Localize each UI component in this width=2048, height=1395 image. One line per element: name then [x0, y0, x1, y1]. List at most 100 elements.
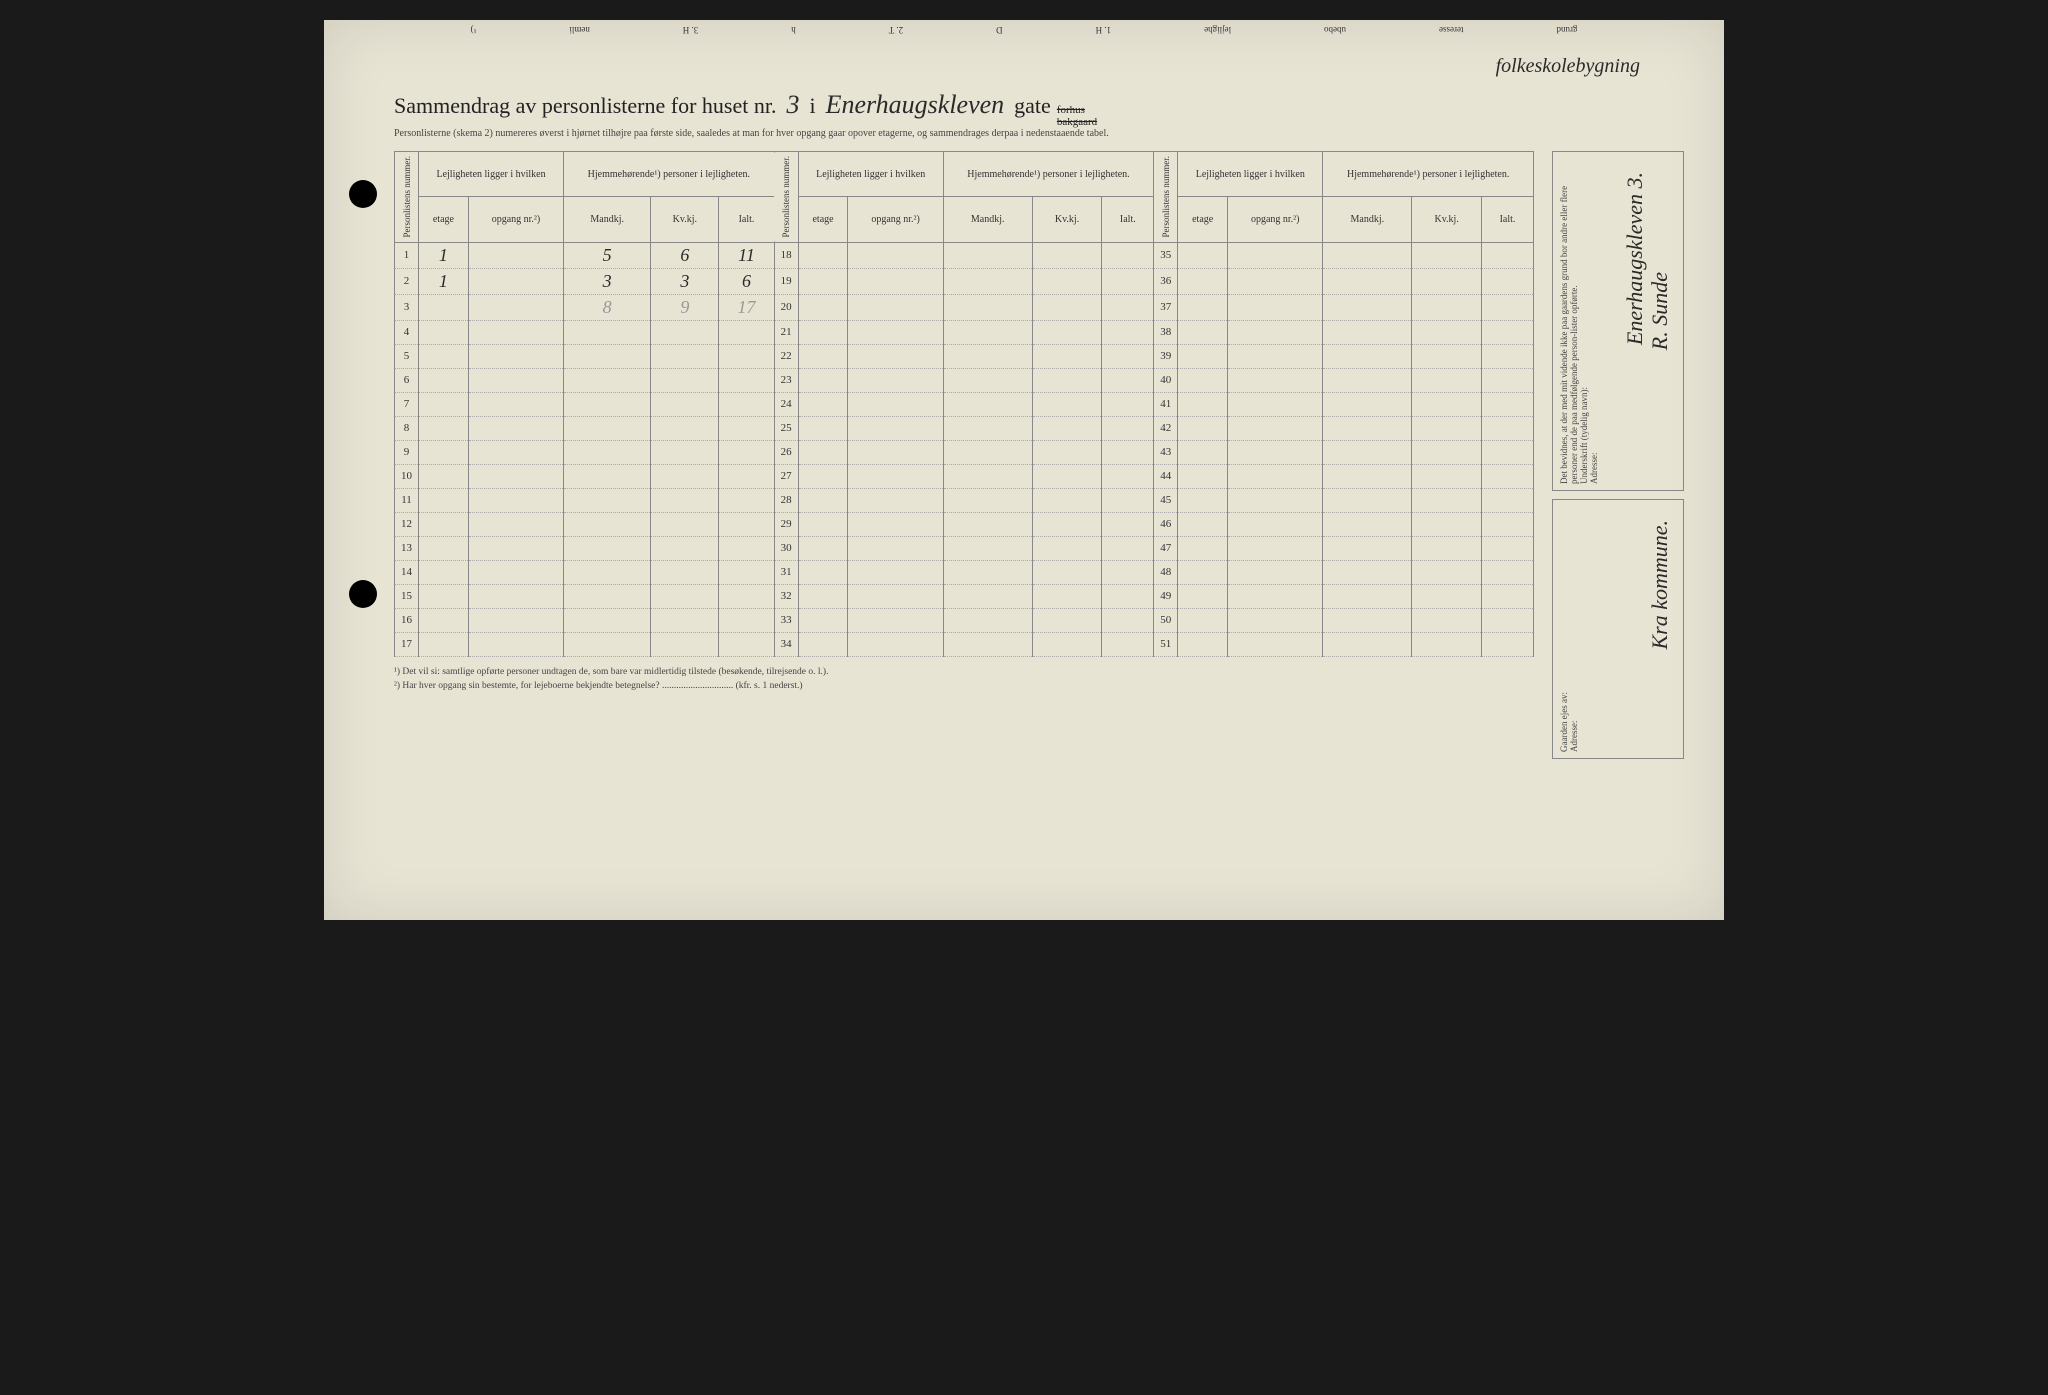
cell-kvkj — [651, 536, 719, 560]
table-body: 1156111835213361936389172037421385223962… — [395, 242, 1534, 656]
cell-empty — [848, 392, 943, 416]
cell-empty — [1102, 440, 1154, 464]
table-row: 143148 — [395, 560, 1534, 584]
cell-empty — [1102, 584, 1154, 608]
cell-empty — [1178, 320, 1228, 344]
row-num: 47 — [1154, 536, 1178, 560]
cell-empty — [943, 392, 1032, 416]
cell-empty — [798, 488, 848, 512]
row-num: 35 — [1154, 242, 1178, 268]
row-num: 45 — [1154, 488, 1178, 512]
row-num: 26 — [774, 440, 798, 464]
row-num: 6 — [395, 368, 419, 392]
attest-text: Det bevidnes, at der med mit vidende ikk… — [1559, 158, 1579, 484]
cell-empty — [798, 440, 848, 464]
owner-text: Gaarden ejes av: Adresse: — [1559, 508, 1579, 752]
cell-mandkj — [564, 632, 651, 656]
row-num: 11 — [395, 488, 419, 512]
cell-empty — [1032, 464, 1102, 488]
row-num: 3 — [395, 294, 419, 320]
cell-empty — [1228, 464, 1323, 488]
cell-mandkj — [564, 368, 651, 392]
cell-empty — [1178, 488, 1228, 512]
cell-empty — [1102, 536, 1154, 560]
footnote-2-text: ²) Har hver opgang sin bestemte, for lej… — [394, 681, 660, 691]
row-num: 19 — [774, 268, 798, 294]
cell-mandkj: 8 — [564, 294, 651, 320]
row-num: 43 — [1154, 440, 1178, 464]
cell-empty — [1178, 268, 1228, 294]
header: Sammendrag av personlisterne for huset n… — [394, 90, 1684, 139]
row-num: 32 — [774, 584, 798, 608]
cell-mandkj: 5 — [564, 242, 651, 268]
cell-empty — [1228, 294, 1323, 320]
col-ligger-3: Lejligheten ligger i hvilken — [1178, 152, 1323, 197]
cell-empty — [1228, 368, 1323, 392]
table-row: 52239 — [395, 344, 1534, 368]
cell-mandkj — [564, 536, 651, 560]
cell-kvkj: 6 — [651, 242, 719, 268]
title-part2: i — [809, 93, 815, 119]
cell-empty — [1323, 392, 1412, 416]
cell-empty — [1323, 368, 1412, 392]
fragment: 3. H — [683, 25, 699, 35]
cell-kvkj — [651, 344, 719, 368]
cell-empty — [798, 242, 848, 268]
cell-empty — [1228, 344, 1323, 368]
cell-empty — [1178, 608, 1228, 632]
cell-empty — [1323, 488, 1412, 512]
col-personlist: Personlistens nummer. — [395, 152, 419, 243]
cell-empty — [1412, 320, 1482, 344]
binding-hole — [349, 180, 377, 208]
cell-ialt — [719, 320, 774, 344]
row-num: 41 — [1154, 392, 1178, 416]
table-row: 1156111835 — [395, 242, 1534, 268]
cell-empty — [943, 632, 1032, 656]
cell-opgang — [468, 632, 563, 656]
census-table: Personlistens nummer. Lejligheten ligger… — [394, 151, 1534, 657]
strike-bakgaard: bakgaard — [1057, 116, 1097, 128]
cell-empty — [1323, 584, 1412, 608]
row-num: 24 — [774, 392, 798, 416]
cell-empty — [1102, 344, 1154, 368]
fragment: 2. T — [889, 25, 903, 35]
cell-etage: 1 — [419, 268, 469, 294]
cell-empty — [943, 416, 1032, 440]
cell-opgang — [468, 242, 563, 268]
cell-opgang — [468, 320, 563, 344]
cell-empty — [1323, 440, 1412, 464]
cell-empty — [1032, 320, 1102, 344]
row-num: 46 — [1154, 512, 1178, 536]
cell-empty — [1178, 464, 1228, 488]
cell-opgang — [468, 368, 563, 392]
cell-empty — [1412, 344, 1482, 368]
cell-kvkj: 3 — [651, 268, 719, 294]
owner-value: Kra kommune. — [1647, 520, 1673, 650]
cell-empty — [1102, 268, 1154, 294]
row-num: 40 — [1154, 368, 1178, 392]
attestation-box: Det bevidnes, at der med mit vidende ikk… — [1552, 151, 1684, 491]
cell-empty — [1412, 632, 1482, 656]
cell-kvkj — [651, 440, 719, 464]
cell-kvkj — [651, 464, 719, 488]
cell-opgang — [468, 584, 563, 608]
footnote-2: ²) Har hver opgang sin bestemte, for lej… — [394, 681, 1534, 691]
cell-empty — [798, 536, 848, 560]
adresse2-label: Adresse: — [1569, 508, 1579, 752]
cell-empty — [1228, 242, 1323, 268]
cell-empty — [1323, 242, 1412, 268]
cell-ialt — [719, 488, 774, 512]
cell-empty — [1032, 294, 1102, 320]
cell-empty — [848, 608, 943, 632]
row-num: 14 — [395, 560, 419, 584]
cell-ialt: 17 — [719, 294, 774, 320]
cell-empty — [1412, 512, 1482, 536]
row-num: 42 — [1154, 416, 1178, 440]
row-num: 1 — [395, 242, 419, 268]
cell-empty — [1032, 392, 1102, 416]
cell-empty — [1482, 560, 1534, 584]
fragment: ubebo — [1324, 25, 1346, 35]
cell-empty — [1032, 584, 1102, 608]
cell-empty — [798, 512, 848, 536]
cell-empty — [1482, 632, 1534, 656]
